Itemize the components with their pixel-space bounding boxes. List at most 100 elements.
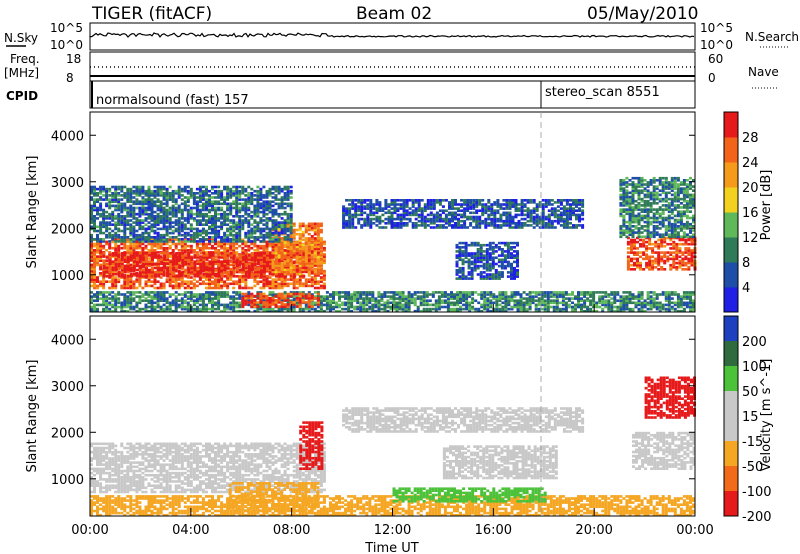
heatmap-cell <box>262 185 266 189</box>
heatmap-cell <box>556 199 560 202</box>
heatmap-cell <box>208 200 211 203</box>
heatmap-cell <box>183 282 187 286</box>
heatmap-cell <box>174 189 178 193</box>
heatmap-cell <box>202 264 206 268</box>
heatmap-cell <box>195 187 199 191</box>
heatmap-cell <box>153 200 157 203</box>
heatmap-cell <box>129 272 133 276</box>
heatmap-cell <box>316 239 320 242</box>
heatmap-cell <box>141 258 145 261</box>
heatmap-cell <box>102 264 106 268</box>
heatmap-cell <box>102 217 106 220</box>
heatmap-cell <box>651 255 655 259</box>
heatmap-cell <box>157 270 161 274</box>
heatmap-cell <box>102 270 106 274</box>
heatmap-cell <box>171 240 175 243</box>
heatmap-cell <box>153 225 157 229</box>
heatmap-cell <box>292 253 296 257</box>
heatmap-cell <box>114 246 118 250</box>
heatmap-cell <box>202 272 206 276</box>
heatmap-cell <box>342 205 346 208</box>
heatmap-cell <box>298 232 302 236</box>
heatmap-cell <box>310 255 314 258</box>
heatmap-cell <box>510 246 513 249</box>
heatmap-cell <box>283 243 287 246</box>
heatmap-cell <box>144 219 148 222</box>
heatmap-cell <box>235 266 239 270</box>
heatmap-cell <box>132 231 136 235</box>
heatmap-cell <box>174 284 178 288</box>
heatmap-cell <box>102 189 106 193</box>
heatmap-cell <box>464 275 468 278</box>
heatmap-cell <box>114 268 118 272</box>
heatmap-cell <box>429 199 433 202</box>
heatmap-cell <box>454 211 457 215</box>
heatmap-cell <box>129 256 133 259</box>
heatmap-cell <box>262 254 266 257</box>
heatmap-cell <box>214 249 217 252</box>
heatmap-cell <box>159 240 163 243</box>
heatmap-cell <box>111 215 115 218</box>
heatmap-cell <box>165 242 169 246</box>
heatmap-cell <box>208 236 211 239</box>
heatmap-cell <box>138 200 142 203</box>
heatmap-cell <box>189 212 193 216</box>
heatmap-cell <box>162 233 166 237</box>
heatmap-cell <box>256 258 260 261</box>
heatmap-cell <box>229 189 233 193</box>
heatmap-cell <box>293 260 297 263</box>
heatmap-cell <box>274 280 278 283</box>
heatmap-cell <box>666 242 670 246</box>
heatmap-cell <box>266 275 269 278</box>
heatmap-cell <box>357 205 361 208</box>
heatmap-cell <box>186 185 190 189</box>
heatmap-cell <box>220 280 224 283</box>
heatmap-cell <box>461 266 465 270</box>
heatmap-cell <box>183 251 187 254</box>
heatmap-cell <box>310 258 314 261</box>
heatmap-cell <box>147 208 151 212</box>
heatmap-cell <box>135 221 139 224</box>
heatmap-cell <box>138 240 142 243</box>
heatmap-cell <box>277 238 281 241</box>
heatmap-cell <box>214 212 217 216</box>
heatmap-cell <box>241 249 245 252</box>
heatmap-cell <box>147 204 151 208</box>
heatmap-cell <box>513 241 516 245</box>
heatmap-cell <box>292 280 296 283</box>
heatmap-cell <box>114 260 118 263</box>
heatmap-cell <box>378 226 382 229</box>
heatmap-cell <box>126 282 130 286</box>
heatmap-cell <box>319 243 323 246</box>
heatmap-cell <box>304 284 308 288</box>
heatmap-cell <box>96 286 99 290</box>
heatmap-cell <box>184 268 188 272</box>
heatmap-cell <box>547 199 551 202</box>
heatmap-cell <box>208 270 212 274</box>
heatmap-cell <box>319 265 323 269</box>
heatmap-cell <box>232 233 236 237</box>
heatmap-cell <box>99 238 103 241</box>
heatmap-cell <box>165 219 169 222</box>
heatmap-cell <box>581 209 585 212</box>
heatmap-cell <box>178 272 182 276</box>
heatmap-cell <box>235 282 239 286</box>
heatmap-cell <box>211 200 214 203</box>
heatmap-cell <box>99 253 103 256</box>
heatmap-cell <box>153 280 157 283</box>
heatmap-cell <box>354 203 358 206</box>
nsky-tick-bottom: 10^0 <box>50 38 83 52</box>
heatmap-cell <box>123 236 127 239</box>
heatmap-cell <box>278 266 282 270</box>
heatmap-cell <box>135 286 139 290</box>
heatmap-cell <box>171 280 175 283</box>
heatmap-cell <box>192 236 196 239</box>
heatmap-cell <box>310 280 314 283</box>
heatmap-cell <box>132 206 136 210</box>
heatmap-cell <box>96 284 99 288</box>
heatmap-cell <box>166 268 170 272</box>
nave-tick-bottom: 0 <box>708 71 716 85</box>
heatmap-cell <box>138 189 142 193</box>
heatmap-cell <box>159 200 163 203</box>
heatmap-cell <box>99 192 103 195</box>
